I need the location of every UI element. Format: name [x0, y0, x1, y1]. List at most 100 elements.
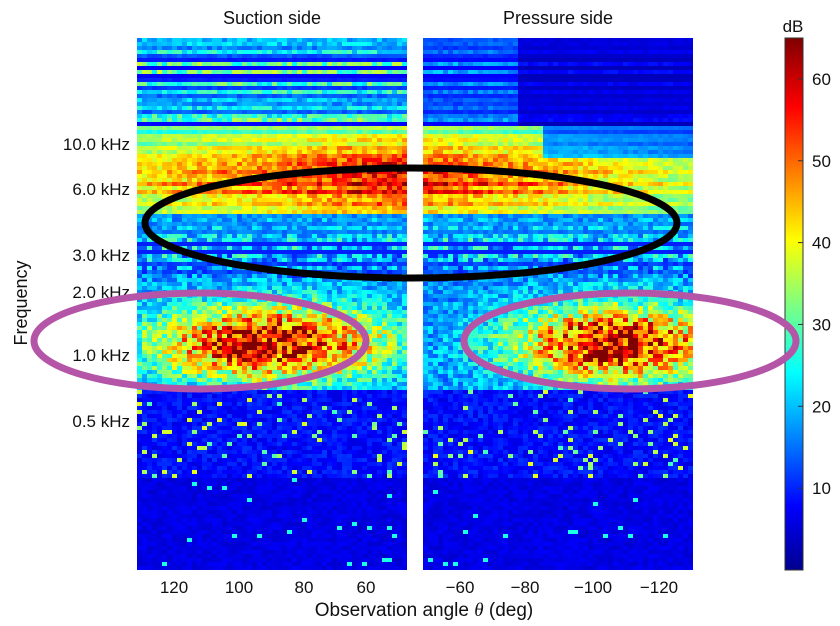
- heatmap-cell: [302, 402, 308, 407]
- heatmap-cell: [287, 150, 293, 155]
- heatmap-cell: [317, 338, 323, 343]
- heatmap-cell: [297, 42, 303, 47]
- heatmap-cell: [197, 318, 203, 323]
- heatmap-cell: [322, 394, 328, 399]
- heatmap-cell: [377, 118, 383, 123]
- heatmap-cell: [192, 54, 198, 59]
- heatmap-cell: [402, 370, 407, 375]
- heatmap-cell: [402, 382, 407, 387]
- heatmap-cell: [167, 342, 173, 347]
- heatmap-cell: [192, 70, 198, 75]
- heatmap-cell: [162, 366, 168, 371]
- heatmap-cell: [322, 138, 328, 143]
- heatmap-cell: [157, 162, 163, 167]
- heatmap-cell: [302, 54, 308, 59]
- heatmap-cell: [177, 370, 183, 375]
- heatmap-cell: [142, 378, 148, 383]
- heatmap-cell: [307, 110, 313, 115]
- heatmap-cell: [192, 170, 198, 175]
- heatmap-cell: [297, 286, 303, 291]
- heatmap-cell: [162, 146, 168, 151]
- heatmap-cell: [312, 122, 318, 127]
- heatmap-cell: [322, 218, 328, 223]
- heatmap-cell: [367, 214, 373, 219]
- heatmap-cell: [322, 122, 328, 127]
- heatmap-cell: [167, 126, 173, 131]
- heatmap-cell: [287, 346, 293, 351]
- heatmap-cell: [292, 218, 298, 223]
- heatmap-cell: [342, 194, 348, 199]
- heatmap-cell: [402, 378, 407, 383]
- heatmap-cell: [287, 166, 293, 171]
- heatmap-cell: [292, 126, 298, 131]
- heatmap-cell: [227, 226, 233, 231]
- heatmap-cell: [232, 54, 238, 59]
- heatmap-cell: [392, 226, 398, 231]
- heatmap-cell: [337, 182, 343, 187]
- heatmap-cell: [172, 330, 178, 335]
- heatmap-cell: [207, 302, 213, 307]
- heatmap-cell: [177, 78, 183, 83]
- heatmap-cell: [392, 134, 398, 139]
- heatmap-cell: [277, 234, 283, 239]
- heatmap-cell: [287, 146, 293, 151]
- heatmap-cell: [177, 262, 183, 267]
- heatmap-cell: [292, 326, 298, 331]
- heatmap-cell: [352, 234, 358, 239]
- heatmap-cell: [292, 374, 298, 379]
- heatmap-cell: [212, 282, 218, 287]
- heatmap-cell: [222, 206, 228, 211]
- heatmap-cell: [172, 374, 178, 379]
- heatmap-cell: [212, 138, 218, 143]
- heatmap-cell: [357, 218, 363, 223]
- heatmap-cell: [397, 74, 403, 79]
- heatmap-cell: [312, 154, 318, 159]
- heatmap-cell: [137, 358, 143, 363]
- heatmap-cell: [227, 382, 233, 387]
- heatmap-cell: [217, 246, 223, 251]
- heatmap-cell: [147, 254, 153, 259]
- heatmap-cell: [312, 310, 318, 315]
- heatmap-cell: [332, 98, 338, 103]
- heatmap-cell: [247, 162, 253, 167]
- heatmap-cell: [177, 66, 183, 71]
- heatmap-cell: [152, 126, 158, 131]
- heatmap-cell: [227, 230, 233, 235]
- heatmap-cell: [257, 362, 263, 367]
- heatmap-cell: [397, 246, 403, 251]
- heatmap-cell: [187, 78, 193, 83]
- heatmap-cell: [322, 354, 328, 359]
- heatmap-cell: [272, 150, 278, 155]
- heatmap-cell: [297, 70, 303, 75]
- heatmap-cell: [347, 246, 353, 251]
- heatmap-cell: [322, 362, 328, 367]
- heatmap-cell: [342, 142, 348, 147]
- heatmap-cell: [372, 334, 378, 339]
- heatmap-cell: [377, 218, 383, 223]
- heatmap-cell: [237, 394, 243, 399]
- heatmap-cell: [207, 54, 213, 59]
- heatmap-cell: [317, 258, 323, 263]
- heatmap-cell: [362, 214, 368, 219]
- heatmap-cell: [292, 202, 298, 207]
- heatmap-cell: [137, 118, 143, 123]
- heatmap-cell: [307, 354, 313, 359]
- heatmap-cell: [402, 90, 407, 95]
- heatmap-cell: [392, 286, 398, 291]
- heatmap-cell: [362, 50, 368, 55]
- heatmap-cell: [402, 146, 407, 151]
- heatmap-cell: [217, 98, 223, 103]
- heatmap-cell: [182, 326, 188, 331]
- heatmap-cell: [152, 394, 158, 399]
- heatmap-cell: [262, 282, 268, 287]
- heatmap-cell: [267, 82, 273, 87]
- heatmap-cell: [302, 138, 308, 143]
- heatmap-cell: [332, 182, 338, 187]
- heatmap-cell: [157, 130, 163, 135]
- heatmap-cell: [372, 106, 378, 111]
- heatmap-cell: [357, 146, 363, 151]
- heatmap-cell: [207, 278, 213, 283]
- heatmap-cell: [207, 106, 213, 111]
- heatmap-cell: [167, 114, 173, 119]
- heatmap-cell: [392, 382, 398, 387]
